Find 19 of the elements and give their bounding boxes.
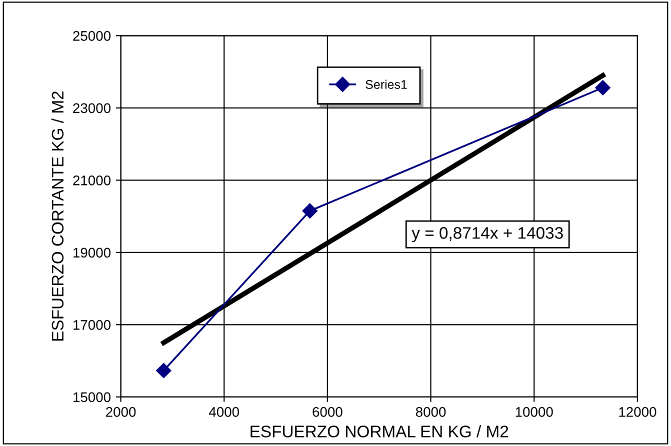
- y-tick-label: 25000: [73, 31, 111, 41]
- x-axis-title: ESFUERZO NORMAL EN KG / M2: [250, 425, 508, 438]
- y-tick-label: 17000: [74, 320, 111, 330]
- x-tick-label: 2000: [106, 407, 136, 417]
- point: [302, 203, 318, 218]
- x-tick-label: 6000: [312, 407, 342, 417]
- x-tick-label: 4000: [208, 407, 240, 417]
- x-tick-label: 8000: [416, 407, 446, 417]
- annotation: y = 0,8714x + 14033: [412, 227, 563, 242]
- y-axis-title: ESFUERZO CORTANTE KG / M2: [51, 92, 64, 341]
- x-tick-label: 10000: [516, 407, 553, 417]
- point: [595, 80, 610, 96]
- y-tick-label: 19000: [74, 248, 111, 258]
- y-tick-label: 23000: [73, 103, 111, 114]
- y-tick-label: 21000: [73, 176, 111, 186]
- point: [156, 363, 172, 378]
- x-tick-label: 12000: [619, 407, 656, 417]
- legend-label: Series1: [366, 80, 407, 89]
- y-tick-label: 15000: [74, 392, 111, 402]
